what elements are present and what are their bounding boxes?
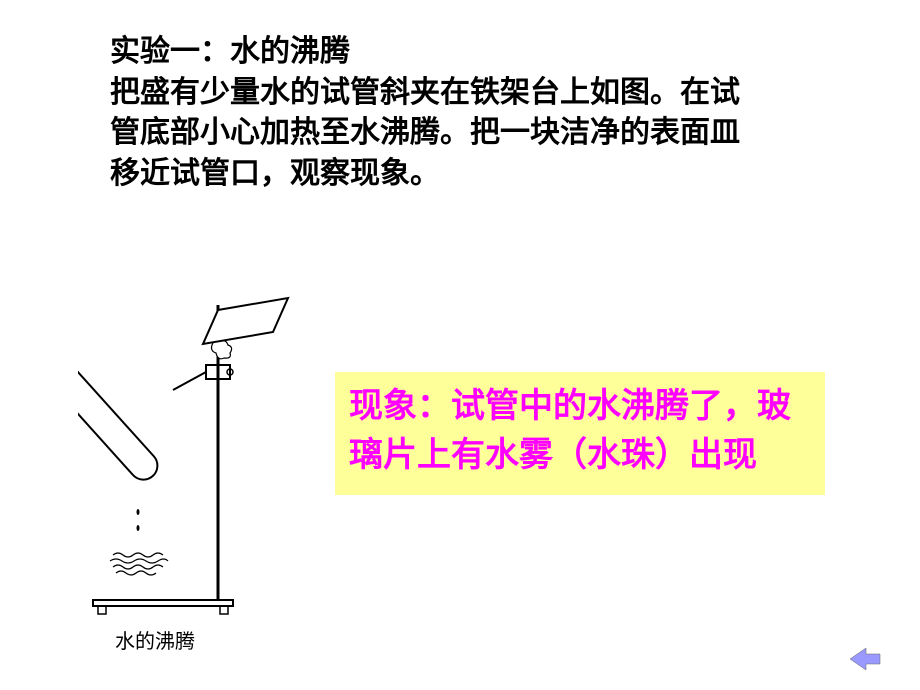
prev-arrow[interactable] <box>848 646 882 672</box>
apparatus-svg <box>78 290 298 620</box>
result-box: 现象：试管中的水沸腾了，玻璃片上有水雾（水珠）出现 <box>335 372 825 495</box>
result-text: 现象：试管中的水沸腾了，玻璃片上有水雾（水珠）出现 <box>349 387 791 474</box>
experiment-body: 把盛有少量水的试管斜夹在铁架台上如图。在试管底部小心加热至水沸腾。把一块洁净的表… <box>110 73 750 195</box>
arrow-left-icon <box>848 646 882 672</box>
diagram-caption: 水的沸腾 <box>115 625 195 654</box>
experiment-title: 实验一：水的沸腾 <box>110 32 750 73</box>
experiment-text: 实验一：水的沸腾 把盛有少量水的试管斜夹在铁架台上如图。在试管底部小心加热至水沸… <box>110 32 750 194</box>
boiling-water-diagram <box>78 290 298 640</box>
